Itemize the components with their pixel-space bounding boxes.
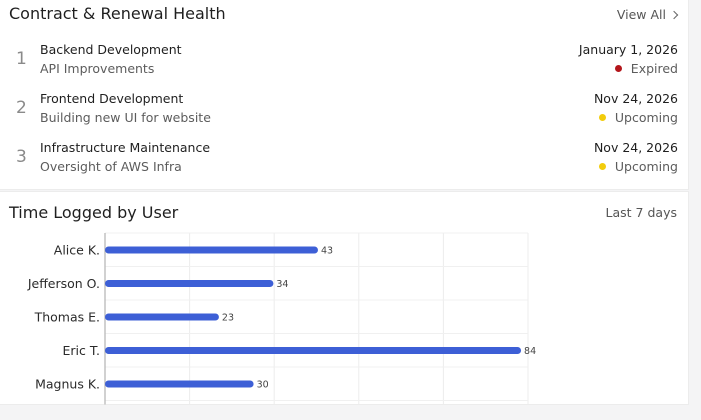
contract-description: API Improvements: [40, 61, 155, 76]
contract-renewal-title: Contract & Renewal Health: [9, 4, 226, 23]
contract-renewal-card: Contract & Renewal Health View All 1 Bac…: [0, 0, 689, 190]
data-label: 43: [321, 246, 333, 257]
status-label: Upcoming: [614, 159, 678, 174]
date-range-selector[interactable]: Last 7 days: [606, 205, 677, 220]
status-dot-icon: [598, 163, 606, 170]
data-label: 34: [276, 279, 288, 290]
contract-description: Oversight of AWS Infra: [40, 159, 182, 174]
status-badge: Upcoming: [598, 110, 678, 125]
status-label: Upcoming: [614, 110, 678, 125]
data-label: 84: [524, 346, 536, 357]
bar: [105, 313, 219, 321]
time-logged-bar-chart: Alice K. 43 Jefferson O. 34 Thomas E. 23 Eric …: [27, 232, 536, 405]
y-tick-label: Magnus K.: [35, 377, 100, 392]
y-tick-label: Jefferson O.: [27, 276, 100, 291]
contract-date: January 1, 2026: [578, 42, 678, 57]
contract-name: Infrastructure Maintenance: [40, 140, 211, 155]
bar: [105, 347, 522, 354]
status-label: Expired: [630, 61, 678, 76]
bar: [105, 246, 318, 254]
bar: [105, 280, 274, 287]
data-label: 23: [222, 313, 234, 324]
data-label: 30: [257, 380, 269, 391]
contract-row[interactable]: 3 Infrastructure Maintenance Oversight o…: [0, 140, 688, 184]
contract-description: Building new UI for website: [40, 110, 211, 125]
chevron-right-icon: [669, 10, 679, 20]
view-all-link[interactable]: View All: [616, 7, 679, 22]
contract-date: Nov 24, 2026: [593, 140, 678, 155]
status-dot-icon: [598, 114, 606, 121]
contract-name: Backend Development: [40, 42, 182, 57]
contract-row[interactable]: 1 Backend Development API Improvements J…: [0, 42, 688, 86]
y-tick-label: Alice K.: [54, 243, 100, 258]
contract-date: Nov 24, 2026: [593, 91, 678, 106]
bar: [105, 380, 254, 388]
contract-row[interactable]: 2 Frontend Development Building new UI f…: [0, 91, 688, 135]
contract-index: 1: [16, 49, 27, 69]
contract-index: 3: [16, 147, 27, 167]
contract-index: 2: [16, 98, 27, 118]
status-badge: Expired: [614, 61, 678, 76]
time-logged-title: Time Logged by User: [9, 203, 179, 222]
y-tick-label: Thomas E.: [34, 310, 100, 325]
date-range-label: Last 7 days: [605, 205, 677, 220]
view-all-label: View All: [616, 7, 666, 22]
contract-name: Frontend Development: [40, 91, 184, 106]
time-logged-card: Time Logged by User Last 7 days Alice K.…: [0, 191, 689, 405]
status-badge: Upcoming: [598, 159, 678, 174]
status-dot-icon: [614, 65, 622, 72]
y-tick-label: Eric T.: [63, 343, 100, 358]
